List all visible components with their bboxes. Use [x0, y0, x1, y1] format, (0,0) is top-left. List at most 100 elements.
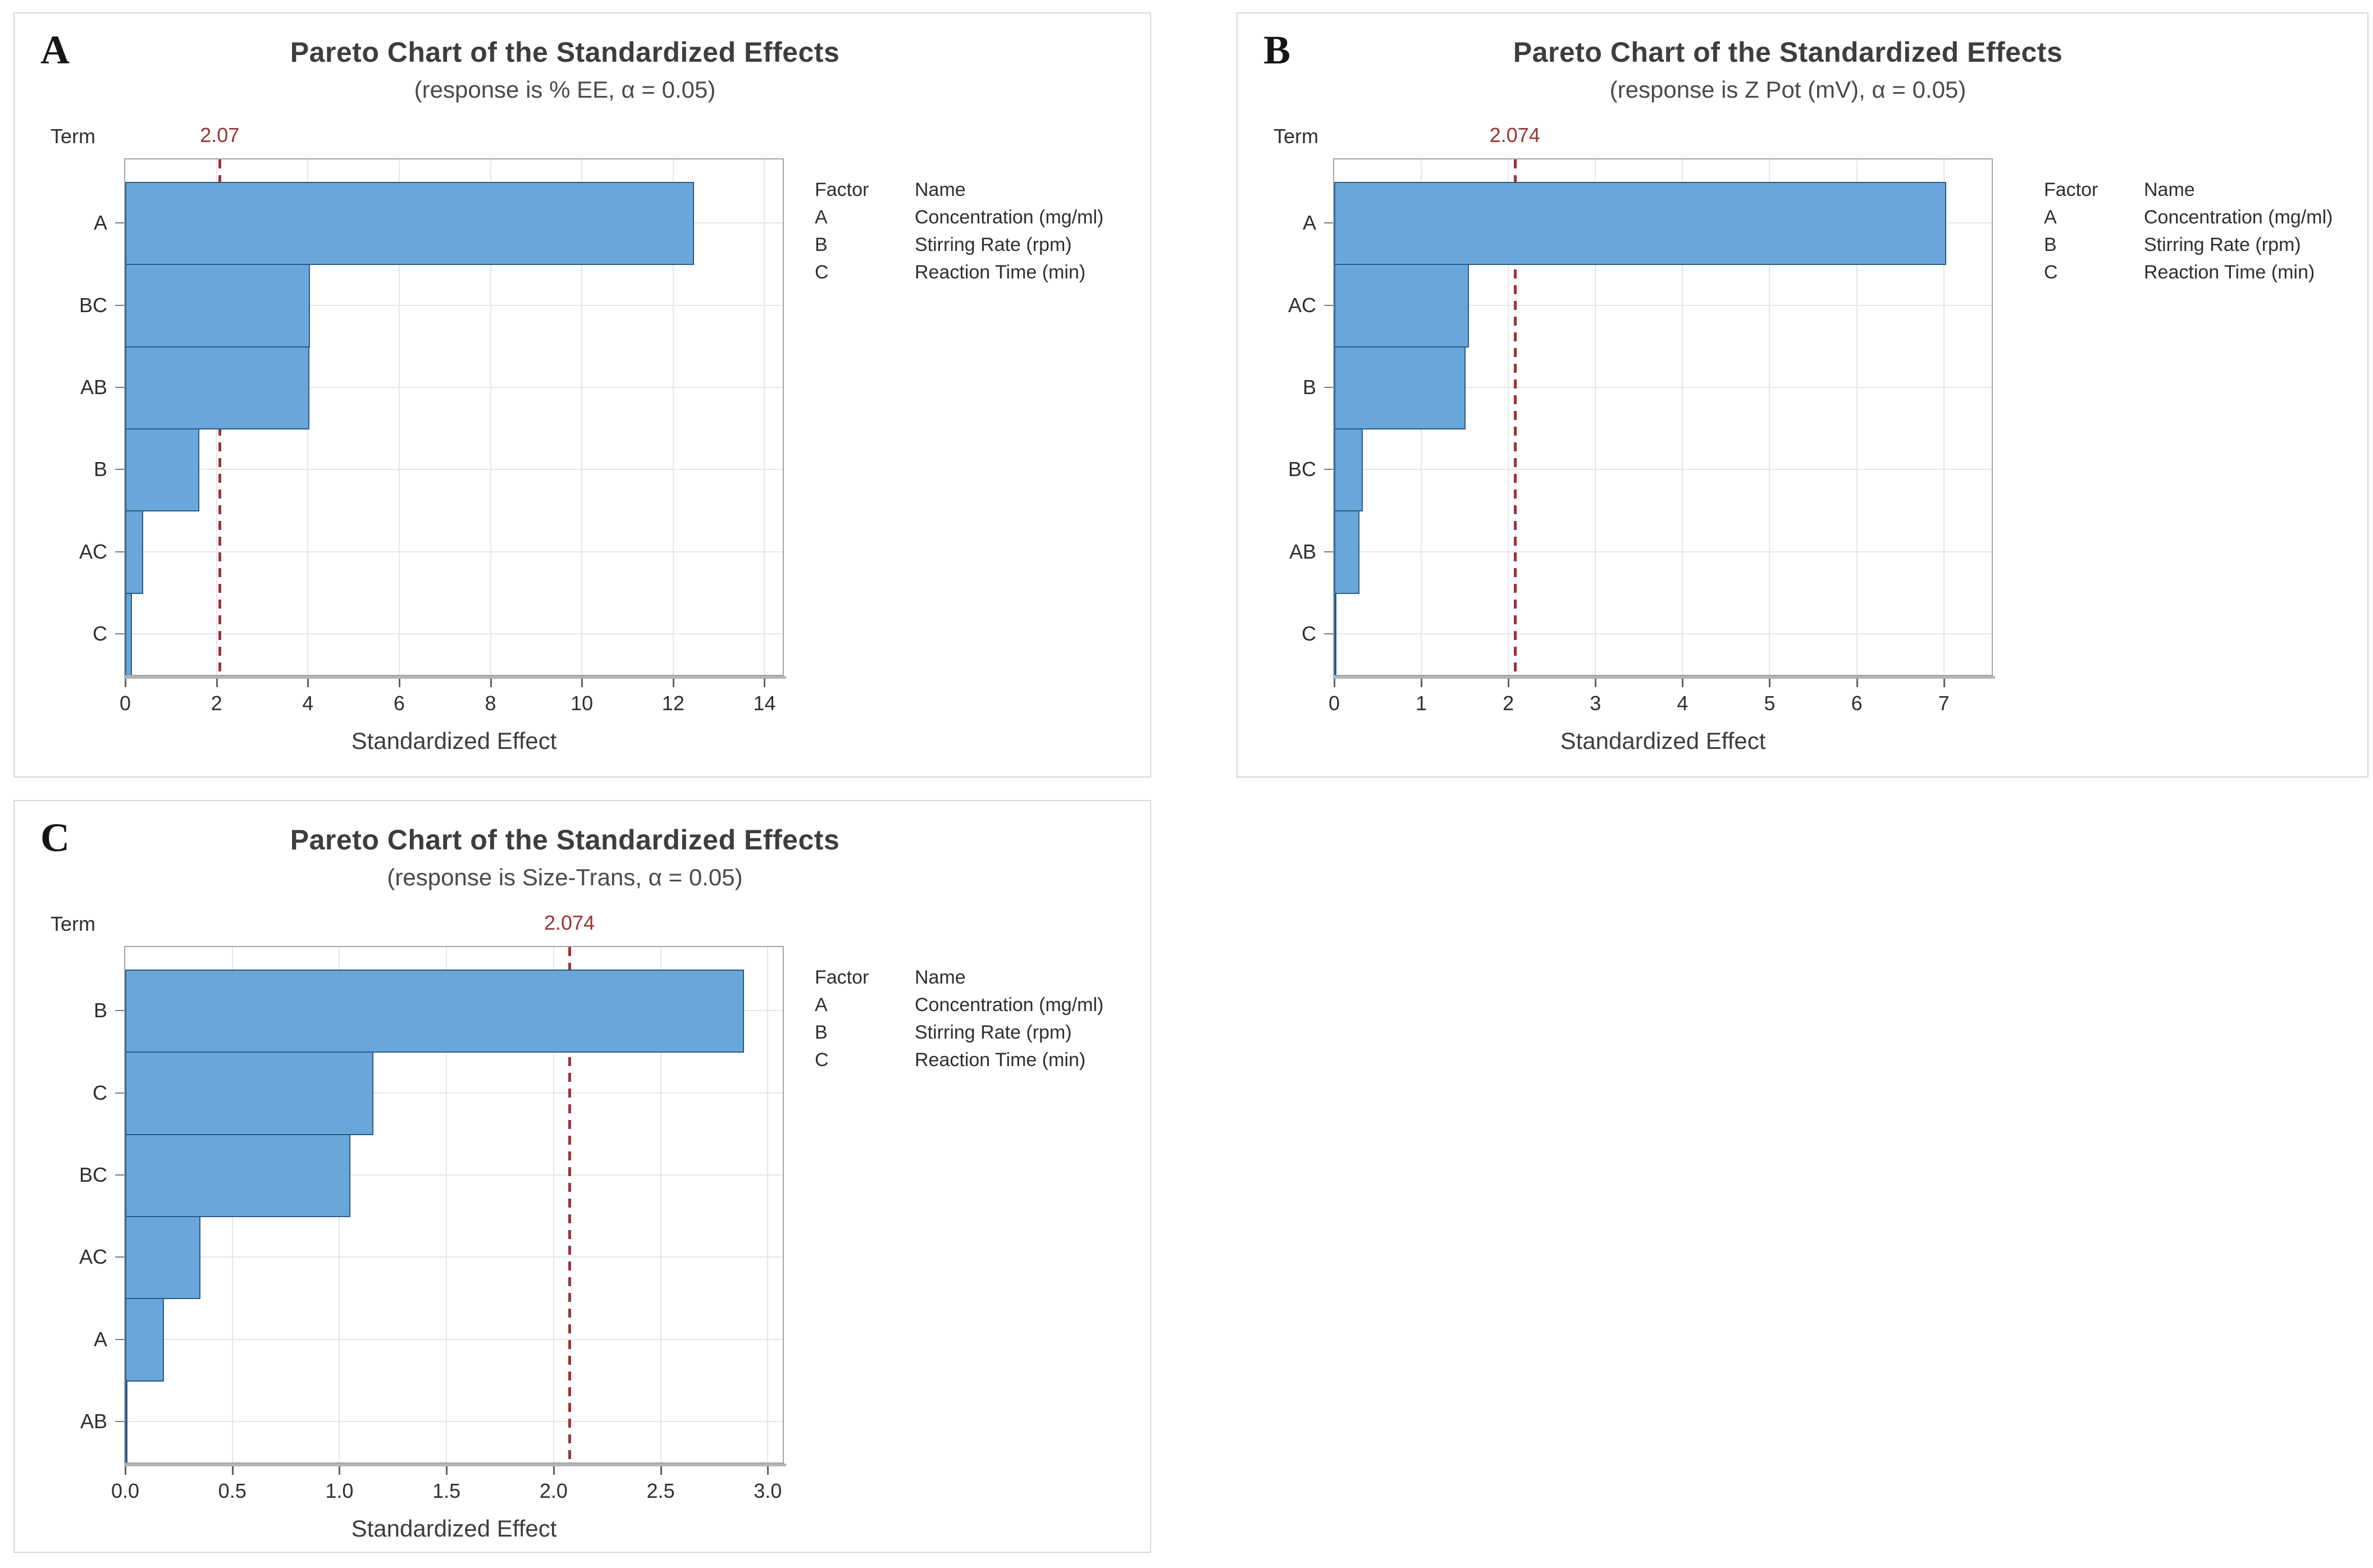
- h-gridline: [1334, 304, 1992, 306]
- panel-letter: B: [1263, 28, 1291, 72]
- y-tick-label: AB: [80, 375, 107, 399]
- v-gridline: [581, 159, 583, 675]
- h-gridline: [1334, 469, 1992, 470]
- bar: [1334, 264, 1470, 348]
- y-tick: [115, 386, 124, 388]
- x-tick: [216, 679, 218, 687]
- x-tick-label: 6: [1851, 692, 1863, 715]
- bar: [125, 1133, 350, 1217]
- h-gridline: [125, 551, 783, 552]
- v-gridline: [1769, 159, 1770, 675]
- y-axis-title: Term: [51, 125, 95, 148]
- y-tick-label: AC: [1288, 293, 1316, 317]
- x-tick-label: 0: [1328, 692, 1340, 715]
- x-tick: [125, 679, 126, 687]
- y-tick-label: A: [93, 1327, 107, 1351]
- y-axis-title: Term: [1274, 125, 1318, 148]
- chart-subtitle: (response is Z Pot (mV), α = 0.05): [1609, 76, 1966, 103]
- y-tick-label: B: [93, 999, 107, 1022]
- legend-name: Reaction Time (min): [915, 1049, 1086, 1071]
- reference-line: [1513, 159, 1517, 675]
- h-gridline: [125, 1174, 783, 1176]
- pareto-chart-panel-c: C Pareto Chart of the Standardized Effec…: [13, 800, 1151, 1553]
- y-tick-label: C: [93, 621, 107, 645]
- y-tick-label: A: [93, 211, 107, 235]
- chart-title: Pareto Chart of the Standardized Effects: [1513, 36, 2063, 68]
- v-gridline: [660, 947, 661, 1462]
- x-tick: [553, 1466, 555, 1475]
- h-gridline: [1334, 633, 1992, 634]
- y-tick: [1324, 551, 1333, 552]
- y-tick: [1324, 469, 1333, 470]
- x-tick-label: 3: [1590, 692, 1601, 715]
- h-gridline: [1334, 551, 1992, 552]
- y-tick-label: C: [93, 1081, 107, 1104]
- factor-legend: Factor Name A Concentration (mg/ml) B St…: [815, 176, 1103, 286]
- reference-line: [568, 947, 572, 1462]
- x-tick: [767, 1466, 769, 1475]
- legend-header-row: Factor Name: [2044, 176, 2333, 204]
- legend-row: C Reaction Time (min): [2044, 259, 2333, 286]
- legend-name-header: Name: [915, 179, 966, 200]
- y-tick-label: BC: [1288, 458, 1316, 481]
- x-tick: [672, 679, 674, 687]
- x-tick: [1595, 679, 1597, 687]
- legend-name: Concentration (mg/ml): [915, 207, 1104, 228]
- x-tick: [1856, 679, 1858, 687]
- bar: [125, 970, 745, 1053]
- h-gridline: [125, 1420, 783, 1422]
- factor-legend: Factor Name A Concentration (mg/ml) B St…: [2044, 176, 2333, 286]
- chart-subtitle: (response is Size-Trans, α = 0.05): [387, 864, 743, 890]
- chart-title: Pareto Chart of the Standardized Effects: [290, 36, 840, 68]
- x-tick-label: 7: [1938, 692, 1950, 715]
- legend-row: A Concentration (mg/ml): [815, 991, 1103, 1019]
- x-tick-label: 3.0: [754, 1479, 782, 1502]
- bar: [125, 1380, 127, 1462]
- chart-subtitle: (response is % EE, α = 0.05): [414, 76, 716, 103]
- x-axis-title: Standardized Effect: [351, 728, 557, 754]
- plot-area: [124, 946, 784, 1464]
- y-tick-label: BC: [79, 293, 107, 317]
- x-tick: [446, 1466, 448, 1475]
- x-tick-label: 10: [571, 692, 594, 715]
- x-tick: [398, 679, 400, 687]
- reference-line-label: 2.074: [544, 911, 595, 934]
- legend-row: A Concentration (mg/ml): [815, 204, 1103, 231]
- reference-line-label: 2.07: [200, 124, 240, 147]
- legend-row: B Stirring Rate (rpm): [815, 231, 1103, 259]
- bar: [125, 1052, 374, 1135]
- y-tick-label: C: [1302, 621, 1316, 645]
- x-tick-label: 2.5: [646, 1479, 675, 1502]
- y-tick: [115, 469, 124, 470]
- bar: [125, 592, 133, 675]
- x-tick: [231, 1466, 234, 1475]
- v-gridline: [767, 947, 769, 1462]
- pareto-chart-panel-b: B Pareto Chart of the Standardized Effec…: [1236, 12, 2369, 778]
- legend-name: Reaction Time (min): [2144, 262, 2315, 283]
- v-gridline: [398, 159, 400, 675]
- v-gridline: [1856, 159, 1858, 675]
- y-tick: [1324, 222, 1333, 224]
- v-gridline: [672, 159, 674, 675]
- legend-name: Stirring Rate (rpm): [2144, 234, 2301, 255]
- legend-row: C Reaction Time (min): [815, 1046, 1103, 1074]
- x-tick-label: 1.5: [432, 1479, 461, 1502]
- x-axis-line: [1333, 676, 1995, 679]
- bar: [125, 510, 143, 594]
- legend-factor-header: Factor: [2044, 179, 2098, 200]
- x-tick: [339, 1466, 341, 1475]
- h-gridline: [125, 1256, 783, 1258]
- y-tick: [1324, 633, 1333, 634]
- x-tick-label: 2: [211, 692, 222, 715]
- x-tick-label: 14: [753, 692, 776, 715]
- bar: [125, 428, 199, 512]
- chart-title: Pareto Chart of the Standardized Effects: [290, 824, 840, 856]
- y-tick-label: B: [93, 458, 107, 481]
- x-tick-label: 6: [393, 692, 405, 715]
- legend-name: Stirring Rate (rpm): [915, 234, 1072, 255]
- y-tick: [115, 633, 124, 634]
- y-tick-label: BC: [79, 1163, 107, 1186]
- bar: [1334, 182, 1947, 266]
- y-tick-label: A: [1302, 211, 1316, 235]
- bar: [125, 346, 309, 429]
